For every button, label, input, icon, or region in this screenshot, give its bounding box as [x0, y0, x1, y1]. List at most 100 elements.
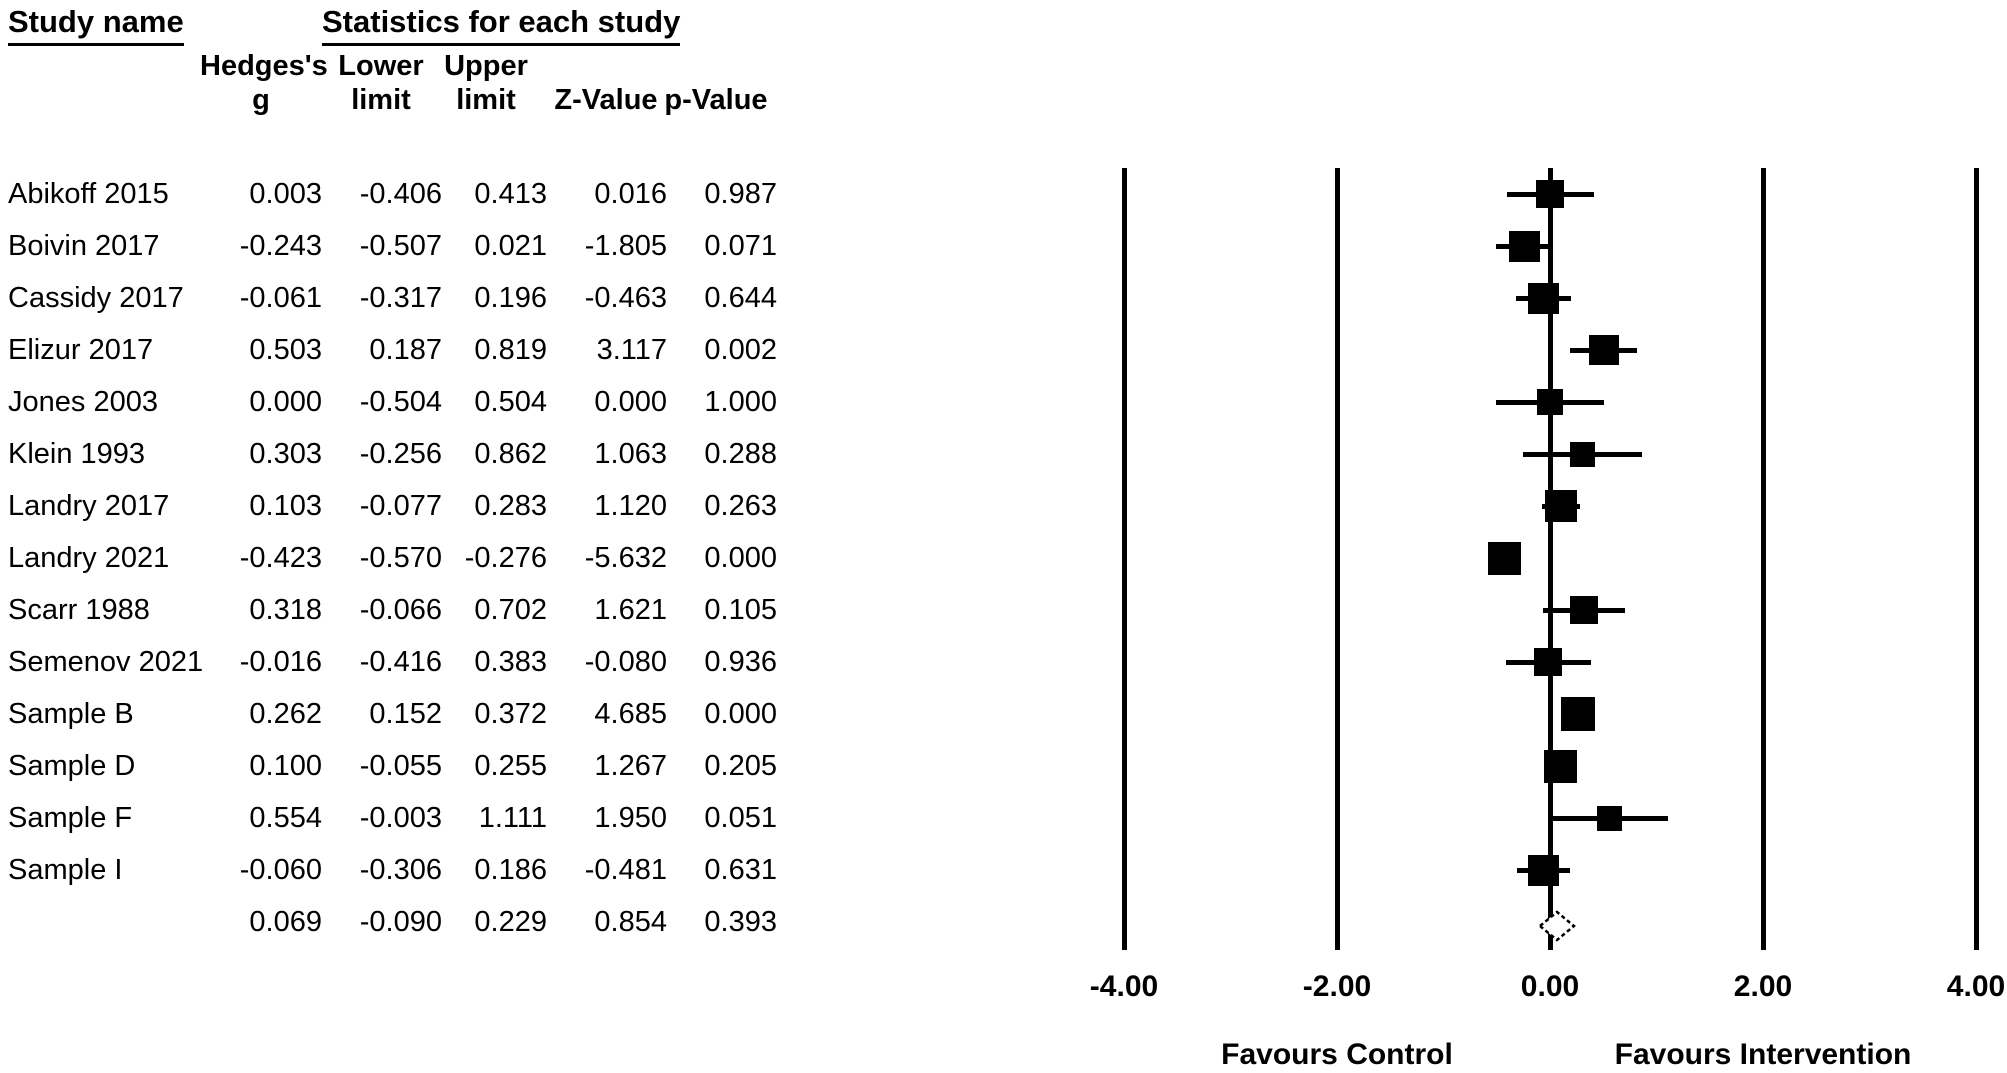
study-name-cell: Landry 2021	[8, 542, 170, 574]
hedges-g-cell: 0.000	[249, 386, 322, 418]
study-name-cell: Boivin 2017	[8, 230, 160, 262]
p-value-cell: 0.205	[704, 750, 777, 782]
hedges-g-cell: -0.061	[239, 282, 322, 314]
lower-limit-cell: -0.504	[359, 386, 442, 418]
study-name-cell: Sample D	[8, 750, 136, 782]
lower-limit-cell: -0.055	[359, 750, 442, 782]
hedges-g-cell: 0.069	[249, 906, 322, 938]
p-value-cell: 0.936	[704, 646, 777, 678]
axis-tick-label: 2.00	[1733, 970, 1793, 1003]
z-value-cell: 1.621	[594, 594, 667, 626]
effect-square	[1508, 230, 1540, 262]
lower-limit-cell: -0.077	[359, 490, 442, 522]
table-row: Landry 2021 -0.423 -0.570 -0.276 -5.632 0.000	[0, 532, 800, 584]
favours-intervention-label: Favours Intervention	[1614, 1038, 1912, 1071]
hedges-g-cell: -0.060	[239, 854, 322, 886]
lower-limit-cell: -0.306	[359, 854, 442, 886]
overall-diamond	[1538, 910, 1577, 942]
upper-limit-cell: 0.021	[474, 230, 547, 262]
p-value-cell: 0.051	[704, 802, 777, 834]
p-value-cell: 0.631	[704, 854, 777, 886]
table-row: Scarr 1988 0.318 -0.066 0.702 1.621 0.105	[0, 584, 800, 636]
z-value-cell: -5.632	[584, 542, 667, 574]
upper-limit-cell: 0.862	[474, 438, 547, 470]
upper-limit-cell: 0.702	[474, 594, 547, 626]
study-name-column-title: Study name	[8, 4, 184, 46]
hedges-g-cell: -0.016	[239, 646, 322, 678]
study-name-cell	[8, 896, 218, 948]
z-value-cell: -0.080	[584, 646, 667, 678]
table-row: Elizur 2017 0.503 0.187 0.819 3.117 0.002	[0, 324, 800, 376]
axis-gridline	[1334, 168, 1340, 950]
study-name-cell: Jones 2003	[8, 386, 158, 418]
header-p-value: p-Value	[664, 84, 768, 116]
z-value-cell: -0.481	[584, 854, 667, 886]
upper-limit-cell: 0.186	[474, 854, 547, 886]
effect-square	[1569, 441, 1595, 467]
axis-tick-label: 0.00	[1520, 970, 1580, 1003]
effect-square	[1536, 180, 1565, 208]
p-value-cell: 0.644	[704, 282, 777, 314]
effect-square	[1537, 389, 1563, 415]
lower-limit-cell: -0.003	[359, 802, 442, 834]
p-value-cell: 0.263	[704, 490, 777, 522]
header-upper-line2: limit	[456, 84, 516, 116]
table-row: Cassidy 2017 -0.061 -0.317 0.196 -0.463 0.644	[0, 272, 800, 324]
lower-limit-cell: -0.066	[359, 594, 442, 626]
effect-square	[1488, 541, 1522, 575]
axis-gridline	[1973, 168, 1979, 950]
z-value-cell: 1.063	[594, 438, 667, 470]
p-value-cell: 0.002	[704, 334, 777, 366]
upper-limit-cell: 0.819	[474, 334, 547, 366]
hedges-g-cell: -0.423	[239, 542, 322, 574]
p-value-cell: 0.000	[704, 542, 777, 574]
upper-limit-cell: 0.196	[474, 282, 547, 314]
z-value-cell: 1.950	[594, 802, 667, 834]
favours-control-label: Favours Control	[1221, 1038, 1453, 1071]
hedges-g-cell: 0.100	[249, 750, 322, 782]
p-value-cell: 0.987	[704, 178, 777, 210]
hedges-g-cell: 0.103	[249, 490, 322, 522]
upper-limit-cell: 1.111	[478, 802, 547, 834]
upper-limit-cell: 0.413	[474, 178, 547, 210]
p-value-cell: 1.000	[704, 386, 777, 418]
upper-limit-cell: 0.372	[474, 698, 547, 730]
p-value-cell: 0.000	[704, 698, 777, 730]
effect-square	[1544, 749, 1578, 783]
hedges-g-cell: 0.503	[249, 334, 322, 366]
study-name-cell: Sample I	[8, 854, 123, 886]
effect-square	[1560, 697, 1595, 731]
effect-square	[1534, 648, 1563, 676]
header-lower-line2: limit	[351, 84, 411, 116]
hedges-g-cell: 0.318	[249, 594, 322, 626]
hedges-g-cell: 0.262	[249, 698, 322, 730]
study-name-cell: Abikoff 2015	[8, 178, 169, 210]
axis-gridline	[1760, 168, 1766, 950]
p-value-cell: 0.071	[704, 230, 777, 262]
lower-limit-cell: 0.187	[369, 334, 442, 366]
header-upper-line1: Upper	[444, 50, 528, 82]
effect-square	[1588, 335, 1619, 365]
hedges-g-cell: 0.003	[249, 178, 322, 210]
study-name-cell: Landry 2017	[8, 490, 170, 522]
statistics-section-title: Statistics for each study	[322, 4, 681, 46]
table-row: Boivin 2017 -0.243 -0.507 0.021 -1.805 0.071	[0, 220, 800, 272]
table-row: Semenov 2021 -0.016 -0.416 0.383 -0.080 0.936	[0, 636, 800, 688]
table-row: Jones 2003 0.000 -0.504 0.504 0.000 1.000	[0, 376, 800, 428]
effect-square	[1596, 805, 1622, 831]
header-hedges-g-line2: g	[252, 84, 270, 116]
p-value-cell: 0.393	[704, 906, 777, 938]
table-row: Sample F 0.554 -0.003 1.111 1.950 0.051	[0, 792, 800, 844]
z-value-cell: 0.854	[594, 906, 667, 938]
p-value-cell: 0.288	[704, 438, 777, 470]
axis-tick-label: -2.00	[1302, 970, 1372, 1003]
effect-square	[1569, 596, 1598, 624]
effect-square	[1528, 854, 1560, 886]
study-name-cell: Scarr 1988	[8, 594, 150, 626]
upper-limit-cell: 0.383	[474, 646, 547, 678]
header-hedges-g-line1: Hedges's	[200, 50, 328, 82]
table-row: Klein 1993 0.303 -0.256 0.862 1.063 0.288	[0, 428, 800, 480]
z-value-cell: 0.000	[594, 386, 667, 418]
table-row: Landry 2017 0.103 -0.077 0.283 1.120 0.263	[0, 480, 800, 532]
